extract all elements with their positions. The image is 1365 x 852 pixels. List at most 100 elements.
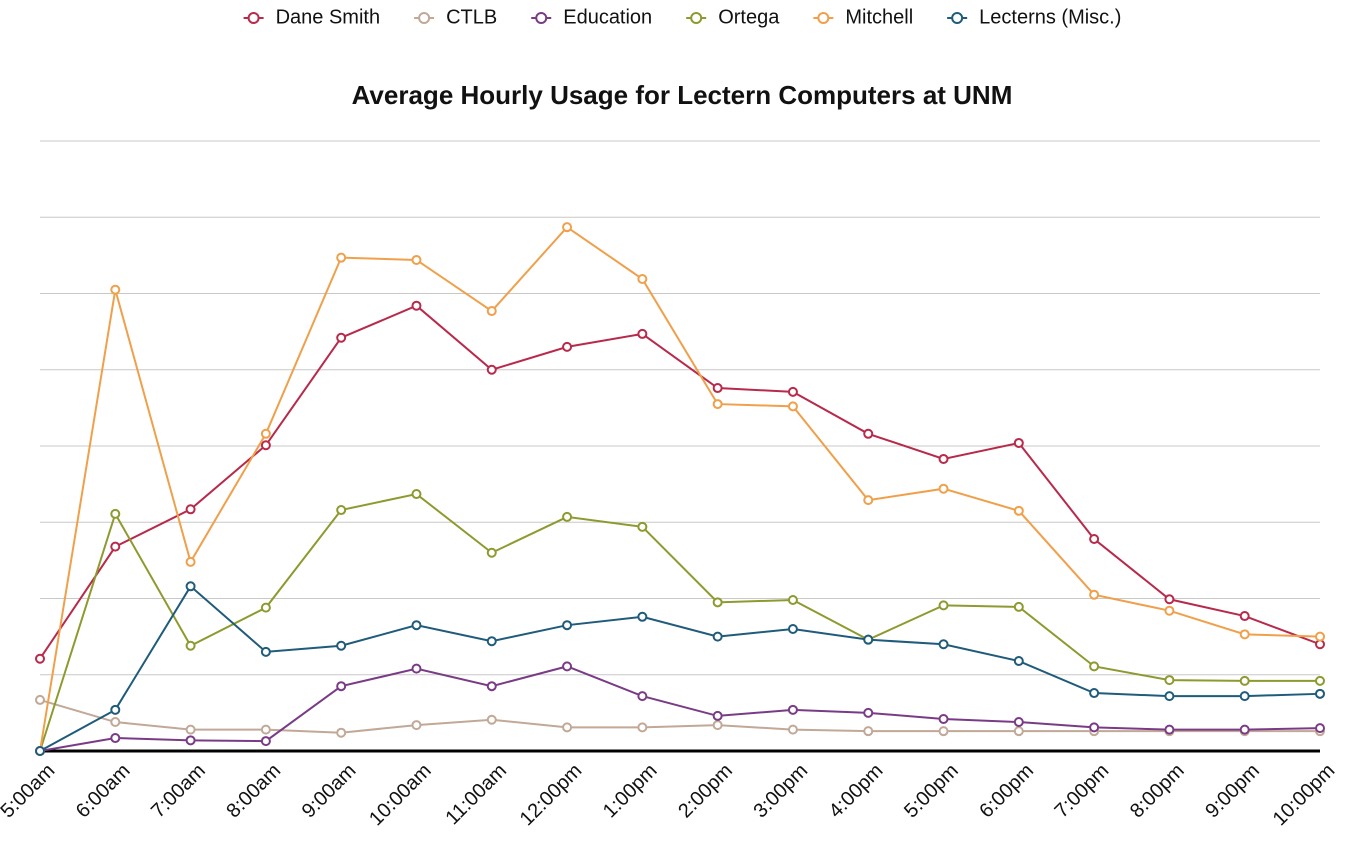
- legend-label: CTLB: [446, 6, 497, 28]
- data-point: [1315, 723, 1325, 734]
- data-point: [260, 602, 271, 613]
- data-point: [1013, 717, 1024, 728]
- x-tick-label: 5:00am: [0, 760, 59, 823]
- data-point: [787, 595, 798, 606]
- legend-marker: [247, 12, 260, 24]
- data-point: [938, 726, 949, 737]
- data-point: [336, 505, 347, 516]
- data-point: [637, 521, 648, 532]
- legend-label: Mitchell: [845, 6, 913, 28]
- data-point: [1239, 691, 1250, 702]
- data-point: [938, 713, 949, 724]
- data-point: [787, 624, 798, 634]
- data-point: [1164, 594, 1175, 605]
- data-point: [35, 694, 45, 705]
- x-tick-label: 10:00pm: [1269, 760, 1340, 831]
- x-tick-label: 10:00am: [365, 760, 436, 831]
- x-tick-label: 7:00am: [147, 760, 210, 823]
- legend-label: Education: [563, 6, 652, 28]
- data-point: [863, 495, 874, 506]
- data-point: [110, 704, 121, 715]
- legend-marker: [535, 12, 548, 24]
- data-point: [411, 489, 422, 500]
- x-tick-label: 6:00pm: [975, 760, 1038, 823]
- data-point: [712, 631, 723, 642]
- x-tick-label: 11:00am: [441, 760, 511, 830]
- x-tick-label: 3:00pm: [749, 760, 812, 823]
- data-point: [938, 600, 949, 611]
- data-point: [1089, 688, 1100, 699]
- data-point: [336, 727, 347, 738]
- data-point: [863, 707, 874, 718]
- data-point: [185, 735, 196, 746]
- data-point: [486, 547, 497, 558]
- data-point: [185, 640, 196, 651]
- x-tick-label: 4:00pm: [825, 760, 888, 823]
- data-point: [562, 620, 573, 631]
- data-point: [411, 620, 422, 631]
- x-tick-label: 7:00pm: [1051, 760, 1114, 823]
- data-point: [110, 508, 121, 519]
- data-point: [1164, 605, 1175, 616]
- data-point: [562, 661, 573, 672]
- data-point: [863, 726, 874, 737]
- data-point: [787, 386, 798, 397]
- data-point: [562, 341, 573, 352]
- data-point: [185, 724, 196, 735]
- data-point: [1089, 722, 1100, 733]
- data-point: [486, 681, 497, 692]
- data-point: [486, 306, 497, 317]
- legend-marker: [817, 12, 830, 24]
- data-point: [938, 639, 949, 650]
- x-tick-label: 8:00am: [222, 760, 285, 823]
- data-point: [1315, 631, 1325, 642]
- legend-label: Lecterns (Misc.): [979, 6, 1121, 28]
- data-point: [110, 541, 121, 552]
- legend-marker: [418, 12, 431, 24]
- x-tick-label: 2:00pm: [674, 760, 737, 823]
- data-point: [1164, 691, 1175, 702]
- data-point: [562, 222, 573, 233]
- series-line: [39, 492, 1320, 752]
- data-point: [110, 284, 121, 295]
- x-tick-label: 12:00pm: [516, 760, 587, 831]
- data-point: [1013, 505, 1024, 516]
- series-line: [39, 584, 1321, 752]
- data-point: [787, 401, 798, 412]
- data-point: [863, 634, 874, 645]
- series-line: [39, 665, 1321, 752]
- data-point: [787, 704, 798, 715]
- x-tick-label: 5:00pm: [900, 760, 963, 823]
- data-point: [336, 681, 347, 692]
- legend-label: Dane Smith: [276, 6, 381, 28]
- x-tick-label: 9:00pm: [1201, 760, 1264, 823]
- data-point: [787, 724, 798, 735]
- series-line: [39, 225, 1321, 752]
- data-point: [637, 722, 648, 733]
- data-point: [863, 428, 874, 439]
- chart-title: Average Hourly Usage for Lectern Compute…: [352, 80, 1013, 110]
- data-point: [260, 646, 271, 657]
- data-point: [562, 722, 573, 733]
- legend: Dane Smith CTLB Education Ortega Mitchell Lec…: [243, 6, 1121, 28]
- data-point: [1239, 629, 1250, 640]
- data-point: [185, 556, 196, 567]
- data-point: [1315, 675, 1325, 686]
- data-point: [1013, 726, 1024, 737]
- data-point: [1089, 661, 1100, 672]
- series-line: [39, 698, 1320, 734]
- data-point: [1089, 589, 1100, 600]
- data-point: [260, 724, 271, 735]
- data-point: [110, 733, 121, 744]
- data-point: [411, 254, 422, 265]
- data-point: [1089, 534, 1100, 545]
- legend-marker: [951, 12, 964, 24]
- data-point: [1013, 601, 1024, 612]
- data-point: [1013, 656, 1024, 667]
- data-point: [411, 300, 422, 311]
- data-point: [336, 332, 347, 343]
- data-point: [185, 504, 196, 515]
- data-point: [486, 636, 497, 647]
- x-tick-label: 9:00am: [298, 760, 361, 823]
